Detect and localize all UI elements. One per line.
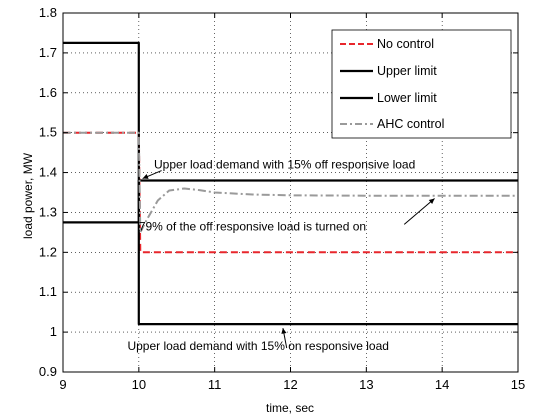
axis-ticks: 9 10 11 12 13 14 15 0.9 1 1.1 1.2 1.3 1.4 1.5 1.6 1.7 1.… — [39, 5, 525, 392]
annotation-arrowhead — [142, 174, 149, 179]
y-tick-label: 1.2 — [39, 244, 57, 259]
legend: No control Upper limit Lower limit AHC c… — [331, 29, 512, 139]
y-tick-label: 1.6 — [39, 85, 57, 100]
series-line-no-control — [63, 131, 518, 254]
x-tick-label: 9 — [59, 377, 66, 392]
legend-label-no-control: No control — [377, 37, 434, 51]
x-tick-label: 14 — [435, 377, 449, 392]
series-line-lower-limit — [63, 179, 518, 224]
x-tick-label: 13 — [359, 377, 373, 392]
annotation-arrowhead — [281, 328, 287, 334]
x-tick-label: 11 — [208, 377, 222, 392]
y-tick-label: 1.1 — [39, 284, 57, 299]
x-axis-label: time, sec — [266, 401, 314, 415]
y-tick-label: 1.8 — [39, 5, 57, 20]
x-tick-label: 15 — [511, 377, 525, 392]
y-tick-label: 1 — [50, 324, 57, 339]
y-tick-label: 1.4 — [39, 165, 57, 180]
annotation-text: Upper load demand with 15% off responsiv… — [154, 158, 415, 172]
annotations: Upper load demand with 15% off responsiv… — [127, 158, 435, 353]
series-line-ahc-control — [63, 131, 518, 234]
x-tick-label: 12 — [283, 377, 297, 392]
legend-label-upper-limit: Upper limit — [377, 64, 437, 78]
annotation-text: 79% of the off responsive load is turned… — [139, 219, 366, 233]
legend-label-ahc-control: AHC control — [377, 117, 444, 131]
x-tick-label: 10 — [132, 377, 146, 392]
y-tick-label: 0.9 — [39, 364, 57, 379]
y-tick-label: 1.5 — [39, 125, 57, 140]
legend-label-lower-limit: Lower limit — [377, 91, 437, 105]
y-tick-label: 1.3 — [39, 204, 57, 219]
annotation-text: Upper load demand with 15% on responsive… — [127, 339, 389, 353]
series-layer — [63, 41, 518, 326]
y-tick-label: 1.7 — [39, 45, 57, 60]
y-axis-label: load power, MW — [21, 152, 35, 239]
annotation-arrowhead — [428, 198, 435, 204]
annotation-arrow — [403, 198, 435, 225]
legend-box — [331, 29, 512, 139]
